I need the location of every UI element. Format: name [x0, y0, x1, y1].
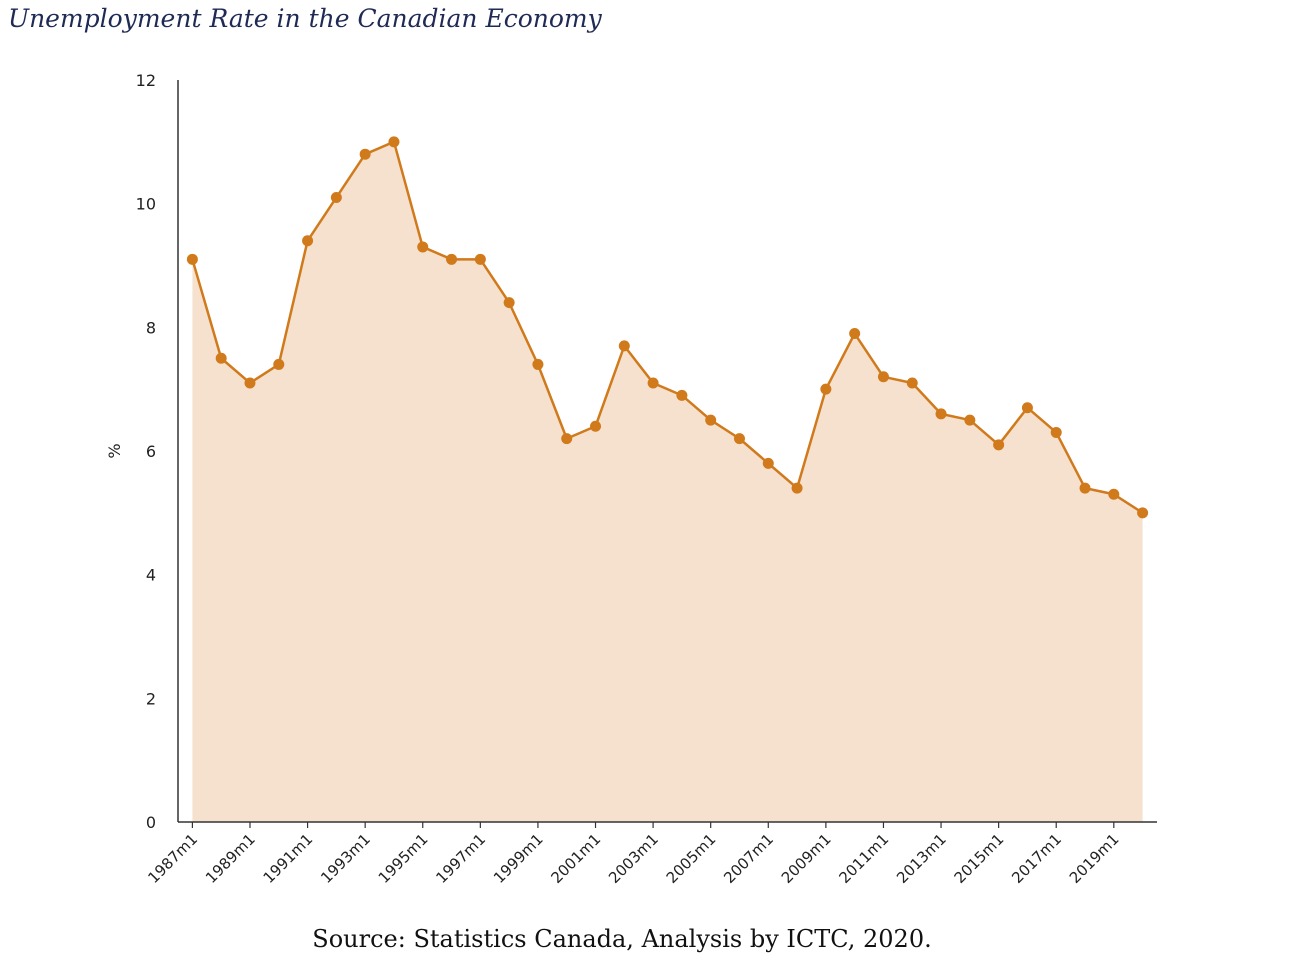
source-note: Source: Statistics Canada, Analysis by I…: [312, 925, 932, 953]
x-tick-label: 2013m1: [893, 830, 950, 887]
points-layer: [186, 136, 1149, 519]
data-point: [273, 358, 285, 370]
x-tick-label: 2005m1: [663, 830, 720, 887]
y-tick-label: 2: [146, 689, 156, 708]
y-axis-ticks: 0 2 4 6 8 10 12: [136, 71, 156, 832]
x-tick-label: 1995m1: [375, 830, 432, 887]
x-tick-label: 1997m1: [432, 830, 489, 887]
data-point: [359, 148, 371, 160]
data-point: [705, 414, 717, 426]
x-tick-label: 2011m1: [835, 830, 892, 887]
x-tick-label: 2019m1: [1066, 830, 1123, 887]
x-tick-label: 1991m1: [260, 830, 317, 887]
data-point: [877, 371, 889, 383]
chart-title: Unemployment Rate in the Canadian Econom…: [8, 4, 602, 33]
data-point: [1079, 482, 1091, 494]
data-point: [590, 420, 602, 432]
y-tick-label: 8: [146, 318, 156, 337]
x-tick-label: 2007m1: [720, 830, 777, 887]
x-tick-label: 2015m1: [951, 830, 1008, 887]
data-point: [906, 377, 918, 389]
y-axis-label: %: [105, 443, 124, 458]
data-point: [762, 457, 774, 469]
data-point: [446, 253, 458, 265]
x-axis-ticks: 1987m1 1989m1 1991m1 1993m1 1995m1 1997m1 1999…: [144, 822, 1123, 887]
data-point: [474, 253, 486, 265]
y-tick-label: 10: [136, 195, 156, 214]
x-tick-label: 2003m1: [605, 830, 662, 887]
data-point: [791, 482, 803, 494]
line-layer: [191, 140, 1144, 514]
data-point: [733, 433, 745, 445]
y-tick-label: 12: [136, 71, 156, 90]
data-point: [532, 358, 544, 370]
data-point: [618, 340, 630, 352]
data-point: [215, 352, 227, 364]
x-tick-label: 2017m1: [1008, 830, 1065, 887]
x-tick-label: 1999m1: [490, 830, 547, 887]
x-tick-label: 1987m1: [144, 830, 201, 887]
data-point: [330, 191, 342, 203]
data-point: [820, 383, 832, 395]
data-point: [302, 235, 314, 247]
y-tick-label: 0: [146, 813, 156, 832]
area-layer: [192, 141, 1143, 823]
data-point: [1137, 507, 1149, 519]
data-point: [935, 408, 947, 420]
series-line: [191, 140, 1144, 514]
x-tick-label: 2001m1: [548, 830, 605, 887]
x-tick-label: 1993m1: [317, 830, 374, 887]
data-point: [186, 253, 198, 265]
data-point: [561, 433, 573, 445]
data-point: [503, 297, 515, 309]
x-tick-label: 2009m1: [778, 830, 835, 887]
x-tick-label: 1989m1: [202, 830, 259, 887]
series-area: [192, 141, 1143, 823]
data-point: [244, 377, 256, 389]
y-tick-label: 6: [146, 442, 156, 461]
data-point: [647, 377, 659, 389]
data-point: [417, 241, 429, 253]
y-tick-label: 4: [146, 566, 156, 585]
data-point: [388, 136, 400, 148]
data-point: [676, 389, 688, 401]
data-point: [1021, 402, 1033, 414]
data-point: [1050, 426, 1062, 438]
data-point: [1108, 488, 1120, 500]
data-point: [849, 328, 861, 340]
data-point: [964, 414, 976, 426]
data-point: [993, 439, 1005, 451]
